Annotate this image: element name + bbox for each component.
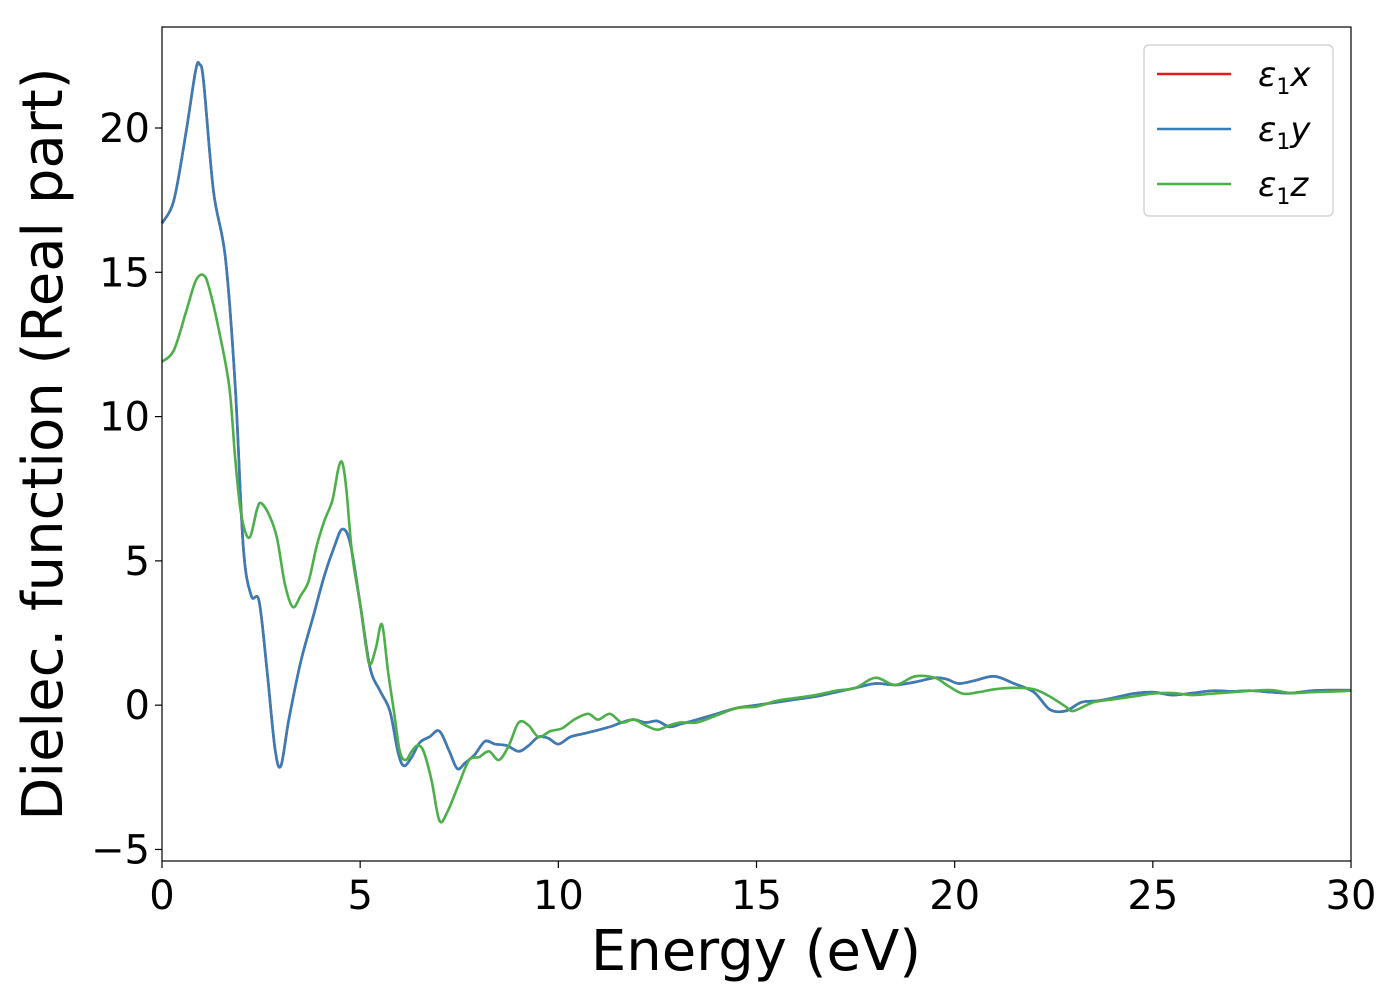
x-tick-label: 15 (731, 873, 782, 919)
y-tick-label: 5 (125, 539, 150, 585)
legend: ε1x ε1y ε1z (1143, 44, 1334, 217)
series-line-z (161, 273, 1352, 824)
x-tick-label: 30 (1326, 873, 1377, 919)
y-tick-label: 15 (99, 250, 150, 296)
series-layer (160, 61, 1352, 824)
legend-label-x: ε1x (1258, 55, 1311, 100)
x-tick-label: 20 (929, 873, 980, 919)
y-tick-label: 20 (99, 106, 150, 152)
legend-label-z: ε1z (1258, 165, 1309, 210)
legend-entries: ε1x ε1y ε1z (1157, 55, 1311, 210)
x-tick-label: 10 (533, 873, 584, 919)
x-tick-label: 5 (347, 873, 372, 919)
y-axis-ticks: −5 0 5 10 15 20 (91, 106, 162, 873)
x-axis-ticks: 0 5 10 15 20 25 30 (149, 861, 1376, 919)
legend-label-y: ε1y (1258, 110, 1311, 155)
y-tick-label: 10 (99, 395, 150, 441)
x-axis-title: Energy (eV) (591, 919, 921, 984)
series-line-y (160, 61, 1352, 771)
y-axis-title: Dielec. function (Real part) (11, 67, 76, 820)
x-tick-label: 0 (149, 873, 174, 919)
y-tick-label: −5 (91, 827, 150, 873)
y-tick-label: 0 (125, 683, 150, 729)
x-tick-label: 25 (1127, 873, 1178, 919)
legend-box (1143, 44, 1334, 217)
